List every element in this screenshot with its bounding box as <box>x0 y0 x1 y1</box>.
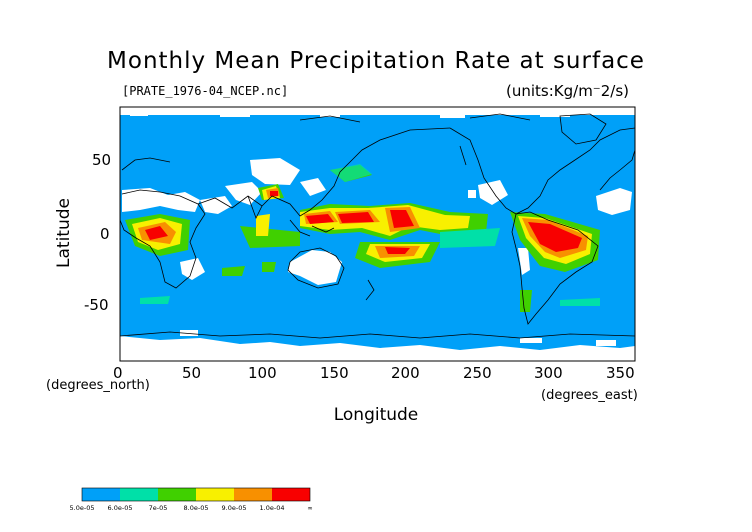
legend-swatch <box>120 488 158 501</box>
x-tick-label: 200 <box>391 364 420 382</box>
map-title: Monthly Mean Precipitation Rate at surfa… <box>107 48 645 74</box>
file-label: [PRATE_1976-04_NCEP.nc] <box>122 84 289 98</box>
legend-swatch <box>272 488 310 501</box>
units-label: (units:Kg/m⁻2/s) <box>506 82 629 100</box>
y-tick-label: 0 <box>100 225 110 243</box>
y-axis-label: Latitude <box>54 198 74 268</box>
y-tick-label: -50 <box>84 296 109 314</box>
missing-data-regions <box>120 107 635 361</box>
x-axis-units: (degrees_east) <box>541 388 638 403</box>
x-tick-label: 300 <box>534 364 563 382</box>
legend-label: 1.0e-04 <box>260 504 285 512</box>
x-tick-label: 100 <box>248 364 277 382</box>
legend-label: 7e-05 <box>149 504 168 512</box>
x-tick-label: 0 <box>113 364 123 382</box>
y-tick-label: 50 <box>92 151 112 169</box>
legend-swatch <box>82 488 120 501</box>
legend-label: 6.0e-05 <box>108 504 133 512</box>
x-axis-label: Longitude <box>333 405 419 425</box>
plot-frame <box>119 106 636 362</box>
x-tick-label: 150 <box>320 364 349 382</box>
x-tick-label: 50 <box>182 364 202 382</box>
x-tick-label: 250 <box>463 364 492 382</box>
legend-swatch <box>196 488 234 501</box>
x-tick-label: 350 <box>606 364 635 382</box>
legend-label: 9.0e-05 <box>222 504 247 512</box>
legend-label: ∞ <box>307 504 312 512</box>
legend-label: 8.0e-05 <box>184 504 209 512</box>
y-axis-units: (degrees_north) <box>46 378 150 393</box>
legend-frame <box>81 487 311 502</box>
precip-teal-bands <box>140 164 600 306</box>
precip-red-bands <box>145 191 582 254</box>
legend-swatch <box>158 488 196 501</box>
coastlines <box>119 113 636 339</box>
legend-swatch <box>234 488 272 501</box>
legend-label: 5.0e-05 <box>70 504 95 512</box>
